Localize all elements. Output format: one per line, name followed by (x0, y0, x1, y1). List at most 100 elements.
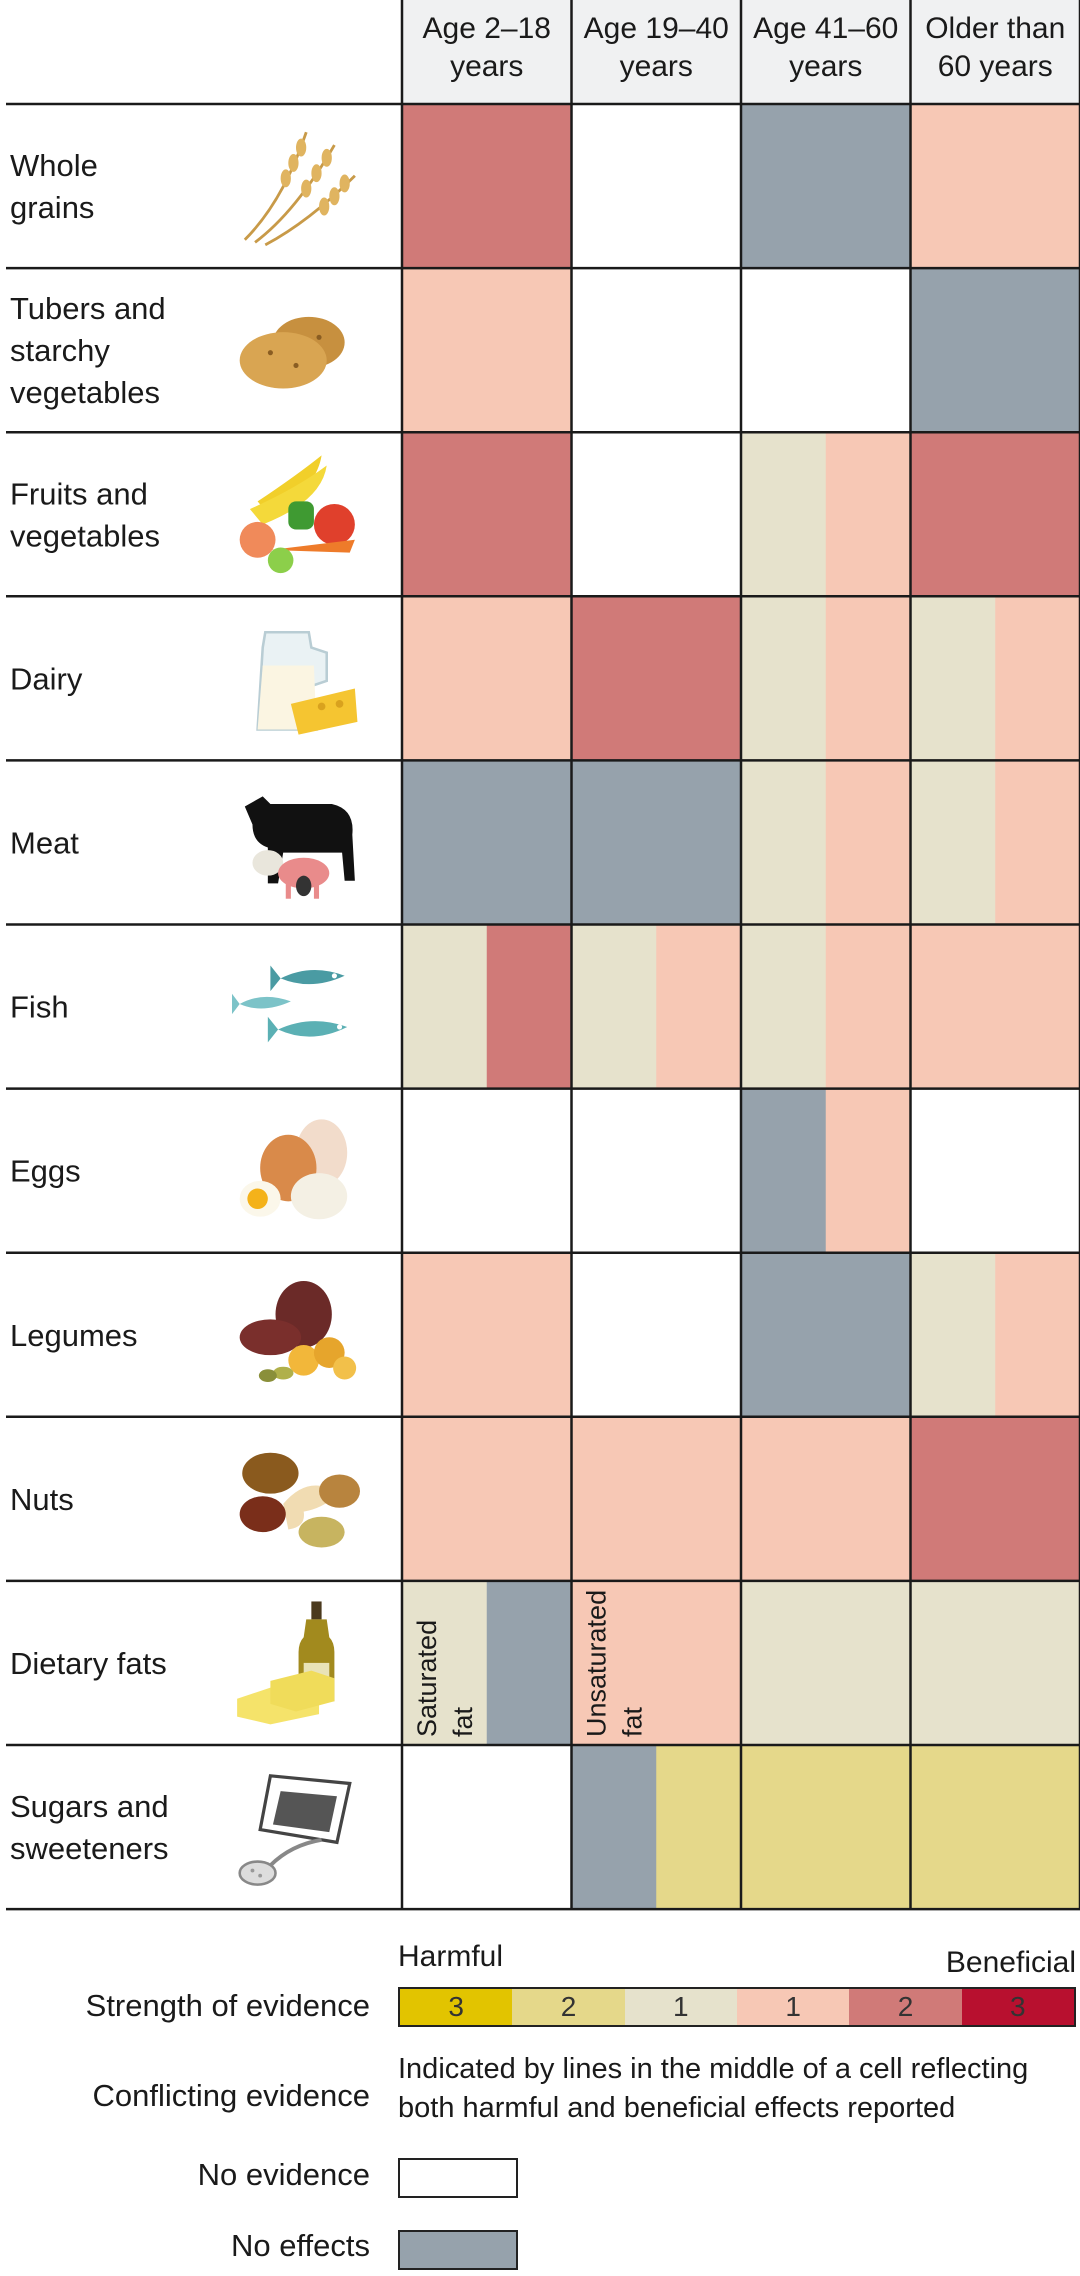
heatmap-cell (741, 596, 827, 761)
heatmap-cell (402, 1745, 572, 1910)
heatmap-cell (402, 104, 572, 269)
cell-note: Saturated fat (412, 1620, 478, 1737)
evidence-heatmap: Age 2–18 years Age 19–40 years Age 41–60 year… (6, 0, 1080, 1911)
row-label: Eggs (10, 1154, 81, 1189)
legend-conflicting-label: Conflicting evidence (92, 2078, 370, 2113)
heatmap-cell (571, 1252, 742, 1417)
legend-scale-segment: 1 (624, 1989, 737, 2025)
fruits-vegetables-icon (239, 455, 355, 574)
heatmap-cell (741, 432, 827, 597)
dairy-icon (256, 630, 359, 737)
heatmap-cell (571, 1088, 742, 1253)
heatmap-cell (741, 1416, 911, 1581)
heatmap-cell (995, 1252, 1080, 1417)
legend-scale-segment: 2 (512, 1989, 625, 2025)
heatmap-cell (825, 596, 911, 761)
column-header: Age 41–60 years (753, 12, 898, 83)
row-label: Fruits and vegetables (10, 476, 160, 553)
heatmap-cell (910, 1252, 996, 1417)
legend-no-effects-swatch (398, 2230, 518, 2270)
heatmap-cell (571, 432, 742, 597)
potato-icon (239, 316, 345, 389)
legend-scale-segment: 1 (736, 1989, 850, 2025)
column-header: Age 2–18 years (423, 12, 551, 83)
heatmap-cell (910, 1745, 1080, 1910)
heatmap-cell (486, 924, 572, 1089)
legend-conflicting-text: Indicated by lines in the middle of a ce… (398, 2053, 1029, 2124)
heatmap-cell (910, 1416, 1080, 1581)
heatmap-cell (571, 924, 657, 1089)
eggs-icon (239, 1119, 348, 1220)
heatmap-cell (741, 1745, 911, 1910)
heatmap-cell (910, 1088, 1080, 1253)
nuts-icon (239, 1452, 360, 1548)
heatmap-cell (402, 1416, 572, 1581)
heatmap-cell (486, 1580, 572, 1745)
row-label: Dairy (10, 661, 83, 696)
heatmap-cell (825, 432, 911, 597)
heatmap-cell (571, 1416, 742, 1581)
fish-icon (232, 965, 348, 1043)
heatmap-cell (910, 104, 1080, 269)
row-label: Legumes (10, 1318, 138, 1353)
heatmap-cell (910, 596, 996, 761)
heatmap-cell (571, 596, 742, 761)
heatmap-cell (910, 268, 1080, 433)
legend-beneficial-label: Beneficial (945, 1946, 1076, 1979)
heatmap-cell (910, 1580, 1080, 1745)
row-label: Whole grains (10, 148, 98, 225)
heatmap-cell (741, 268, 911, 433)
heatmap-cell (571, 268, 742, 433)
legend-no-evidence-swatch (398, 2158, 518, 2198)
heatmap-cell (741, 1252, 911, 1417)
heatmap-cell (741, 760, 827, 925)
heatmap-cell (825, 1088, 911, 1253)
heatmap-cell (402, 1580, 488, 1745)
heatmap-cell (402, 432, 572, 597)
heatmap-cell (402, 268, 572, 433)
heatmap-cell (825, 924, 911, 1089)
heatmap-cell (656, 924, 742, 1089)
heatmap-cell (995, 760, 1080, 925)
heatmap-cell (910, 760, 996, 925)
legend: Harmful Beneficial Strength of evidence … (0, 1930, 1080, 2276)
heatmap-cell (910, 924, 1080, 1089)
legend-scale-segment: 2 (849, 1989, 962, 2025)
heatmap-cell (741, 104, 911, 269)
heatmap-cell (910, 432, 1080, 597)
legend-no-effects-label: No effects (230, 2228, 370, 2263)
heatmap-cell (402, 760, 572, 925)
legend-scale-segment: 3 (400, 1989, 513, 2025)
heatmap-cell (825, 760, 911, 925)
column-header: Older than 60 years (925, 12, 1065, 83)
heatmap-cell (741, 924, 827, 1089)
legend-strength-label: Strength of evidence (85, 1988, 370, 2023)
wheat-icon (243, 130, 357, 247)
heatmap-cell (571, 760, 742, 925)
row-label: Fish (10, 990, 69, 1025)
row-label: Nuts (10, 1482, 74, 1517)
heatmap-cell (571, 1745, 657, 1910)
heatmap-cell (995, 596, 1080, 761)
legumes-icon (239, 1280, 357, 1383)
heatmap-cell (741, 1580, 911, 1745)
livestock-icon (244, 796, 355, 899)
row-label: Meat (10, 825, 79, 860)
row-label: Tubers and starchy vegetables (10, 291, 166, 410)
oil-butter-icon (237, 1601, 335, 1725)
legend-harmful-label: Harmful (398, 1940, 504, 1973)
heatmap-cell (402, 1088, 572, 1253)
legend-no-evidence-label: No evidence (197, 2157, 370, 2192)
column-header: Age 19–40 years (584, 12, 729, 83)
heatmap-cell (656, 1745, 742, 1910)
heatmap-cell (571, 104, 742, 269)
row-label: Dietary fats (10, 1646, 167, 1681)
heatmap-cell (402, 924, 488, 1089)
row-label: Sugars and sweeteners (10, 1789, 169, 1866)
cell-note: Unsaturated fat (582, 1590, 648, 1737)
heatmap-cell (741, 1088, 827, 1253)
legend-scale-segment: 3 (961, 1989, 1074, 2025)
sugar-packet-icon (240, 1776, 350, 1885)
heatmap-cell (402, 1252, 572, 1417)
